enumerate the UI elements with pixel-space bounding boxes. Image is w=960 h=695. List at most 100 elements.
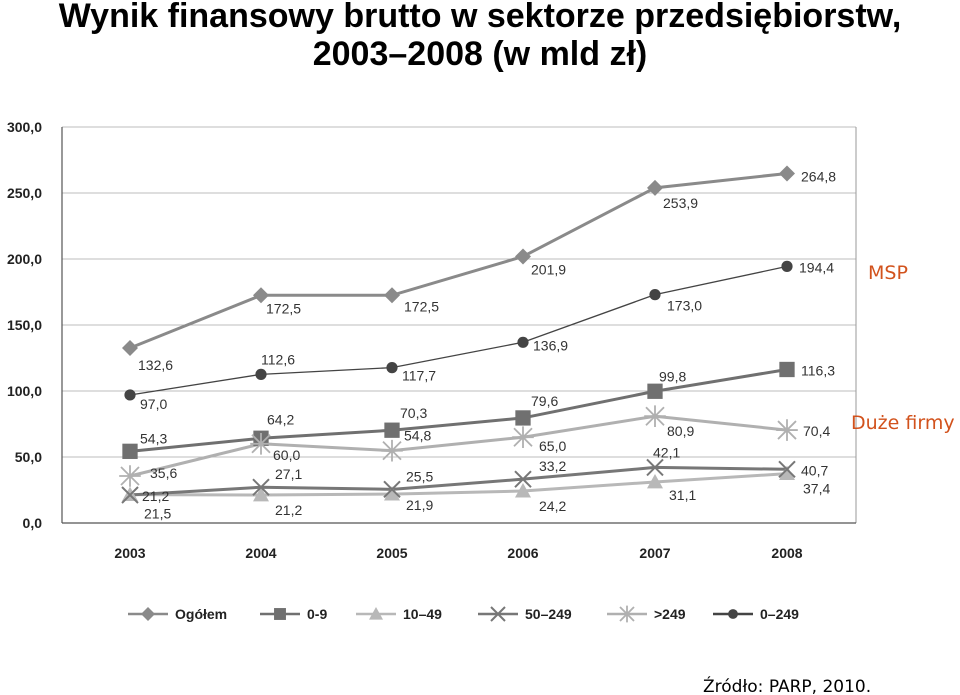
data-point-marker <box>647 473 663 489</box>
data-point-marker <box>515 483 531 498</box>
data-point-marker <box>646 458 664 477</box>
legend-label: 10–49 <box>403 606 442 622</box>
legend-swatch-marker <box>141 607 155 621</box>
data-point-marker <box>512 426 534 448</box>
data-point-marker <box>252 478 270 496</box>
data-label: 264,8 <box>801 168 836 184</box>
annotation-large-firms: Duże firmy <box>851 412 955 434</box>
data-label: 24,2 <box>539 498 566 514</box>
data-label: 132,6 <box>138 357 173 373</box>
data-label: 65,0 <box>539 438 566 454</box>
data-point-marker <box>515 410 531 426</box>
chart-title-line-2: 2003–2008 (w mld zł) <box>312 35 648 73</box>
data-label: 33,2 <box>539 458 566 474</box>
legend-swatch-marker <box>274 608 286 620</box>
data-label: 70,3 <box>400 405 427 421</box>
data-point-marker <box>649 289 661 301</box>
legend-swatch-marker <box>728 609 738 619</box>
data-label: 112,6 <box>261 351 295 367</box>
legend-label: 50–249 <box>525 606 572 622</box>
series-line <box>129 171 788 350</box>
data-label: 97,0 <box>140 396 167 412</box>
data-point-marker <box>253 287 269 304</box>
data-point-marker <box>381 439 403 462</box>
data-point-marker <box>253 487 269 502</box>
data-label: 21,2 <box>142 488 169 504</box>
data-label: 54,3 <box>140 430 167 446</box>
data-label: 80,9 <box>667 423 694 439</box>
data-point-marker <box>647 383 663 399</box>
y-tick-label: 200,0 <box>7 251 42 267</box>
data-point-marker <box>517 336 529 348</box>
series-line <box>129 368 788 453</box>
data-point-marker <box>779 361 795 378</box>
data-point-marker <box>781 260 793 272</box>
data-label: 201,9 <box>531 261 566 277</box>
data-label: 194,4 <box>799 259 834 275</box>
data-point-marker <box>119 465 141 487</box>
data-point-marker <box>515 248 531 265</box>
data-label: 99,8 <box>659 368 686 384</box>
y-tick-label: 0,0 <box>23 515 43 531</box>
data-label: 35,6 <box>150 465 177 481</box>
series-line <box>129 414 788 478</box>
data-point-marker <box>514 470 532 488</box>
legend-label: 0–249 <box>760 606 799 622</box>
data-label: 25,5 <box>406 468 433 484</box>
data-label: 116,3 <box>801 362 835 378</box>
data-point-marker <box>384 486 400 501</box>
data-point-marker <box>647 179 663 196</box>
data-label: 70,4 <box>803 423 830 439</box>
x-tick-label: 2005 <box>376 545 407 561</box>
data-label: 37,4 <box>803 481 830 497</box>
data-point-marker <box>779 165 795 182</box>
x-tick-label: 2008 <box>771 545 802 561</box>
data-point-marker <box>384 287 400 304</box>
data-point-marker <box>122 443 138 459</box>
data-label: 79,6 <box>531 393 558 409</box>
x-tick-label: 2004 <box>245 545 276 561</box>
data-label: 172,5 <box>266 300 301 316</box>
data-point-marker <box>384 422 400 438</box>
data-label: 253,9 <box>663 195 698 211</box>
data-label: 64,2 <box>267 411 294 427</box>
data-point-marker <box>255 368 267 380</box>
data-point-marker <box>250 433 272 455</box>
legend-label: Ogółem <box>175 606 227 622</box>
data-point-marker <box>121 486 139 504</box>
series-line <box>129 472 788 497</box>
data-label: 173,0 <box>667 298 702 314</box>
x-tick-label: 2006 <box>507 545 538 561</box>
data-label: 117,7 <box>402 368 436 384</box>
data-label: 21,5 <box>144 506 171 522</box>
source-note: Źródło: PARP, 2010. <box>703 675 871 695</box>
series-line <box>129 265 788 396</box>
legend-label: >249 <box>654 606 686 622</box>
data-label: 172,5 <box>404 298 439 314</box>
data-point-marker <box>124 389 136 401</box>
data-label: 21,2 <box>275 502 302 518</box>
data-point-marker <box>122 339 138 356</box>
y-tick-label: 100,0 <box>7 383 42 399</box>
data-point-marker <box>778 460 796 478</box>
legend-swatch-marker <box>369 607 383 620</box>
data-point-marker <box>776 419 798 441</box>
data-label: 40,7 <box>801 462 828 478</box>
data-label: 27,1 <box>275 466 302 482</box>
data-label: 31,1 <box>669 487 696 503</box>
legend-label: 0-9 <box>307 606 327 622</box>
data-point-marker <box>383 480 401 499</box>
y-tick-label: 250,0 <box>7 185 42 201</box>
data-label: 60,0 <box>273 447 300 463</box>
x-tick-label: 2007 <box>639 545 670 561</box>
data-point-marker <box>779 465 795 481</box>
data-point-marker <box>644 405 666 428</box>
legend-swatch-marker <box>618 605 636 623</box>
legend-swatch-marker <box>490 606 506 622</box>
y-tick-label: 300,0 <box>7 119 42 135</box>
data-label: 21,9 <box>406 497 433 513</box>
data-label: 136,9 <box>533 337 568 353</box>
y-tick-label: 50,0 <box>15 449 42 465</box>
data-label: 54,8 <box>404 428 431 444</box>
